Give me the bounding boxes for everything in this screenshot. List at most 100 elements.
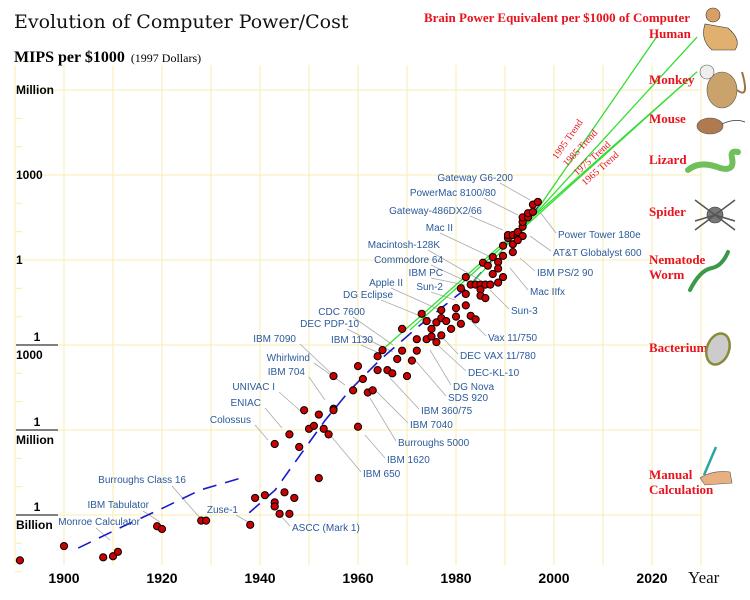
data-point [270,439,279,449]
data-point [113,547,123,556]
x-tick-label: 1900 [48,570,79,586]
annotation-label: Sun-2 [416,282,443,293]
data-point [324,430,333,439]
data-point [314,474,323,483]
human-body-icon [703,23,738,51]
trend-line [469,36,698,286]
data-point [427,332,436,341]
y-tick-denominator: Billion [16,518,53,532]
mouse-icon [696,117,724,135]
data-point [498,241,508,250]
annotation-label: ENIAC [230,398,261,409]
data-point [456,284,465,293]
data-point [290,493,299,503]
annotation-label: DEC-KL-10 [468,368,520,379]
annotation-label: Mac II [426,223,453,234]
data-point [447,324,456,333]
annotation-label: CDC 7600 [318,307,365,318]
leader-line [95,527,111,541]
fit-curve-segment [248,204,541,514]
spider-leg-icon [714,214,736,222]
leader-line [467,317,487,337]
x-tick-label: 1960 [342,570,373,586]
y-tick-denominator: Million [16,433,54,447]
brain-level-label: Manual Calculation [649,467,714,497]
data-point [398,346,407,355]
data-point [353,422,363,431]
leader-line [364,434,386,459]
annotation-label: DEC PDP-10 [300,319,359,330]
x-tick-label: 2020 [636,570,667,586]
y-axis-note: (1997 Dollars) [131,51,201,65]
data-point [251,493,260,503]
brain-level-label: Human [649,26,692,41]
data-point [422,316,431,326]
annotation-label: AT&T Globalyst 600 [553,248,642,259]
data-point [483,261,492,270]
x-tick-label: 1920 [146,570,177,586]
brain-levels: Human Monkey Mouse Lizard Spider Nematode Worm… [649,26,714,497]
data-point [314,410,323,419]
leader-line [439,232,494,259]
data-point [494,278,503,287]
data-point [329,371,338,381]
brain-level-label: Nematode Worm [649,252,706,282]
data-point [427,324,436,333]
leader-line [539,211,557,234]
leader-line [264,407,283,429]
data-point [202,516,211,525]
mouse-tail-icon [721,120,746,125]
data-point [393,354,402,364]
human-icon [705,7,721,23]
animal-icons [685,7,747,486]
data-point [353,361,363,371]
data-point [451,312,461,321]
data-point [494,264,503,273]
spider-leg-icon [694,214,716,231]
data-point [319,424,328,433]
leader-line [519,257,536,272]
annotation-label: ASCC (Mark 1) [292,523,360,534]
right-axis-title: Brain Power Equivalent per $1000 of Comp… [424,10,690,25]
trend-line [519,34,659,236]
leader-line [308,376,326,401]
grid [14,61,702,573]
pen-icon [702,446,718,476]
leader-line [489,289,510,310]
annotation-label: IBM PC [409,268,443,279]
data-point [407,356,416,365]
x-axis-label: Year [688,568,720,587]
data-point [471,315,480,324]
data-point [285,430,294,439]
data-point [417,309,426,318]
data-point [481,294,490,303]
hand-icon [699,471,733,486]
data-point [412,346,421,355]
leader-line [430,277,466,286]
annotation-label: IBM 7090 [253,334,296,345]
monkey-tail-icon [736,71,747,94]
annotation-label: IBM 704 [268,367,306,378]
data-point [358,374,367,384]
data-point [461,289,470,299]
leader-line [529,235,552,252]
annotation-label: IBM 1130 [331,335,373,346]
data-point [368,386,377,395]
data-point [528,207,538,216]
data-point [442,316,451,326]
leader-line [254,424,269,441]
data-point [157,524,167,534]
data-point [295,442,304,452]
data-point [461,272,470,282]
x-ticks: 1900 1920 1940 1960 1980 2000 2020 [48,570,667,586]
y-axis-title: MIPS per $1000 (1997 Dollars) [14,49,201,66]
annotation-label: Burroughs Class 16 [98,475,186,486]
spider-leg-icon [694,199,716,216]
data-point [99,553,108,562]
data-point [488,253,497,262]
data-point [285,509,294,518]
annotation-label: Colossus [210,415,251,426]
y-axis-label: MIPS per $1000 [14,49,125,66]
annotation-label: Monroe Calculator [58,517,140,528]
